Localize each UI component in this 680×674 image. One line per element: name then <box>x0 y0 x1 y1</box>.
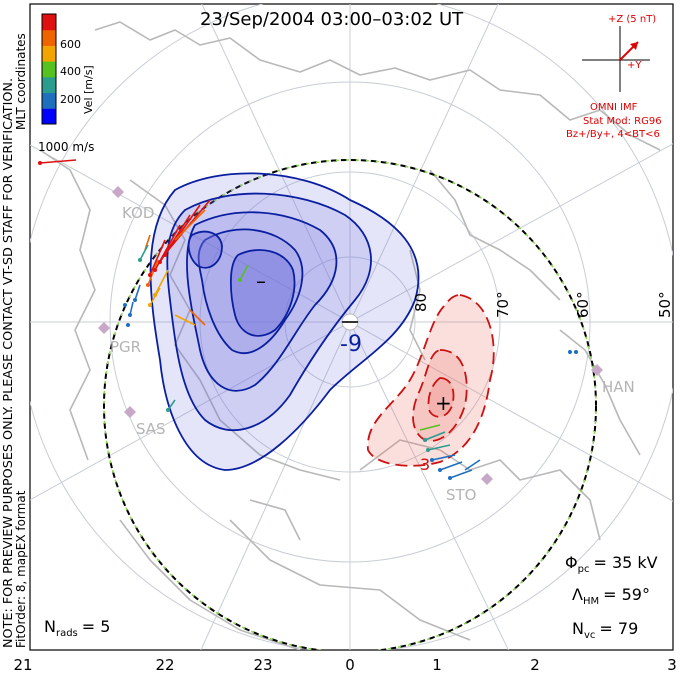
colorbar-swatch <box>42 45 56 62</box>
n-rads-stat: Nrads = 5 <box>44 617 110 639</box>
positive-cell <box>367 294 495 467</box>
mlt-label: 3 <box>667 656 677 674</box>
colorbar-tick-600: 600 <box>60 38 81 51</box>
imf-source: OMNI IMF <box>590 102 638 113</box>
station-labels: KOD PGR SAS STO HAN <box>110 204 635 504</box>
contour-label-negative: -9 <box>340 332 362 357</box>
mlt-label: 21 <box>13 656 32 674</box>
stats-block: Φpc = 35 kV ΛHM = 59° Nvc = 79 Nrads = 5 <box>44 553 658 641</box>
lat-label-60: 60° <box>574 291 592 318</box>
vector-origins <box>38 161 578 480</box>
imf-y-label: +Y <box>627 60 642 71</box>
colorbar-swatch <box>42 61 56 78</box>
station-label-sas: SAS <box>136 420 166 438</box>
station-label-kod: KOD <box>122 204 154 222</box>
colorbar-swatch <box>42 29 56 46</box>
lat-label-70: 70° <box>494 291 512 318</box>
max-potential-marker: + <box>435 391 452 415</box>
station-label-sto: STO <box>446 486 477 504</box>
scale-vector-label: 1000 m/s <box>38 140 94 154</box>
phi-pc-stat: Φpc = 35 kV <box>565 553 658 575</box>
imf-dial: +Z (5 nT) +Y OMNI IMF Stat Mod: RG96 Bz+… <box>566 14 662 140</box>
mlt-label: 0 <box>345 656 355 674</box>
mlt-label: 2 <box>530 656 540 674</box>
colorbar-swatch <box>42 14 56 31</box>
lambda-hm-stat: ΛHM = 59° <box>572 585 650 607</box>
station-label-pgr: PGR <box>110 338 141 356</box>
imf-model: Stat Mod: RG96 <box>583 116 662 127</box>
contour-label-positive: 3 <box>420 455 430 474</box>
colorbar-tick-400: 400 <box>60 65 81 78</box>
preview-note: NOTE: FOR PREVIEW PURPOSES ONLY. PLEASE … <box>1 78 15 648</box>
latitude-labels: 80 70° 60° 50° <box>412 291 674 318</box>
n-vc-stat: Nvc = 79 <box>572 619 638 641</box>
coords-label: MLT coordinates <box>14 33 28 130</box>
hm-boundary-overlay <box>103 159 597 650</box>
map-title: 23/Sep/2004 03:00–03:02 UT <box>200 9 464 30</box>
colorbar-swatch <box>42 92 56 109</box>
lat-label-80: 80 <box>412 293 430 312</box>
negative-cell <box>149 172 420 471</box>
fit-order-label: FitOrder: 8, mapEX format <box>14 490 28 648</box>
mlt-labels: 21 22 23 0 1 2 3 <box>13 656 676 674</box>
mlt-label: 22 <box>155 656 174 674</box>
colorbar-swatch <box>42 76 56 94</box>
colorbar-tick-200: 200 <box>60 93 81 106</box>
velocity-colorbar: 600 400 200 Vel [m/s] <box>41 13 95 125</box>
min-potential-marker: – <box>256 269 266 293</box>
imf-bins: Bz+/By+, 4<BT<6 <box>566 129 660 140</box>
colorbar-swatches <box>42 14 56 125</box>
colorbar-swatch <box>42 108 56 125</box>
station-label-han: HAN <box>602 378 635 396</box>
mlt-label: 1 <box>432 656 442 674</box>
lat-label-50: 50° <box>656 291 674 318</box>
coastlines <box>39 21 661 650</box>
imf-z-label: +Z (5 nT) <box>608 14 656 25</box>
radar-stations <box>98 186 603 485</box>
colorbar-frame <box>41 13 57 125</box>
mlt-label: 23 <box>253 656 272 674</box>
colorbar-label: Vel [m/s] <box>82 65 95 114</box>
